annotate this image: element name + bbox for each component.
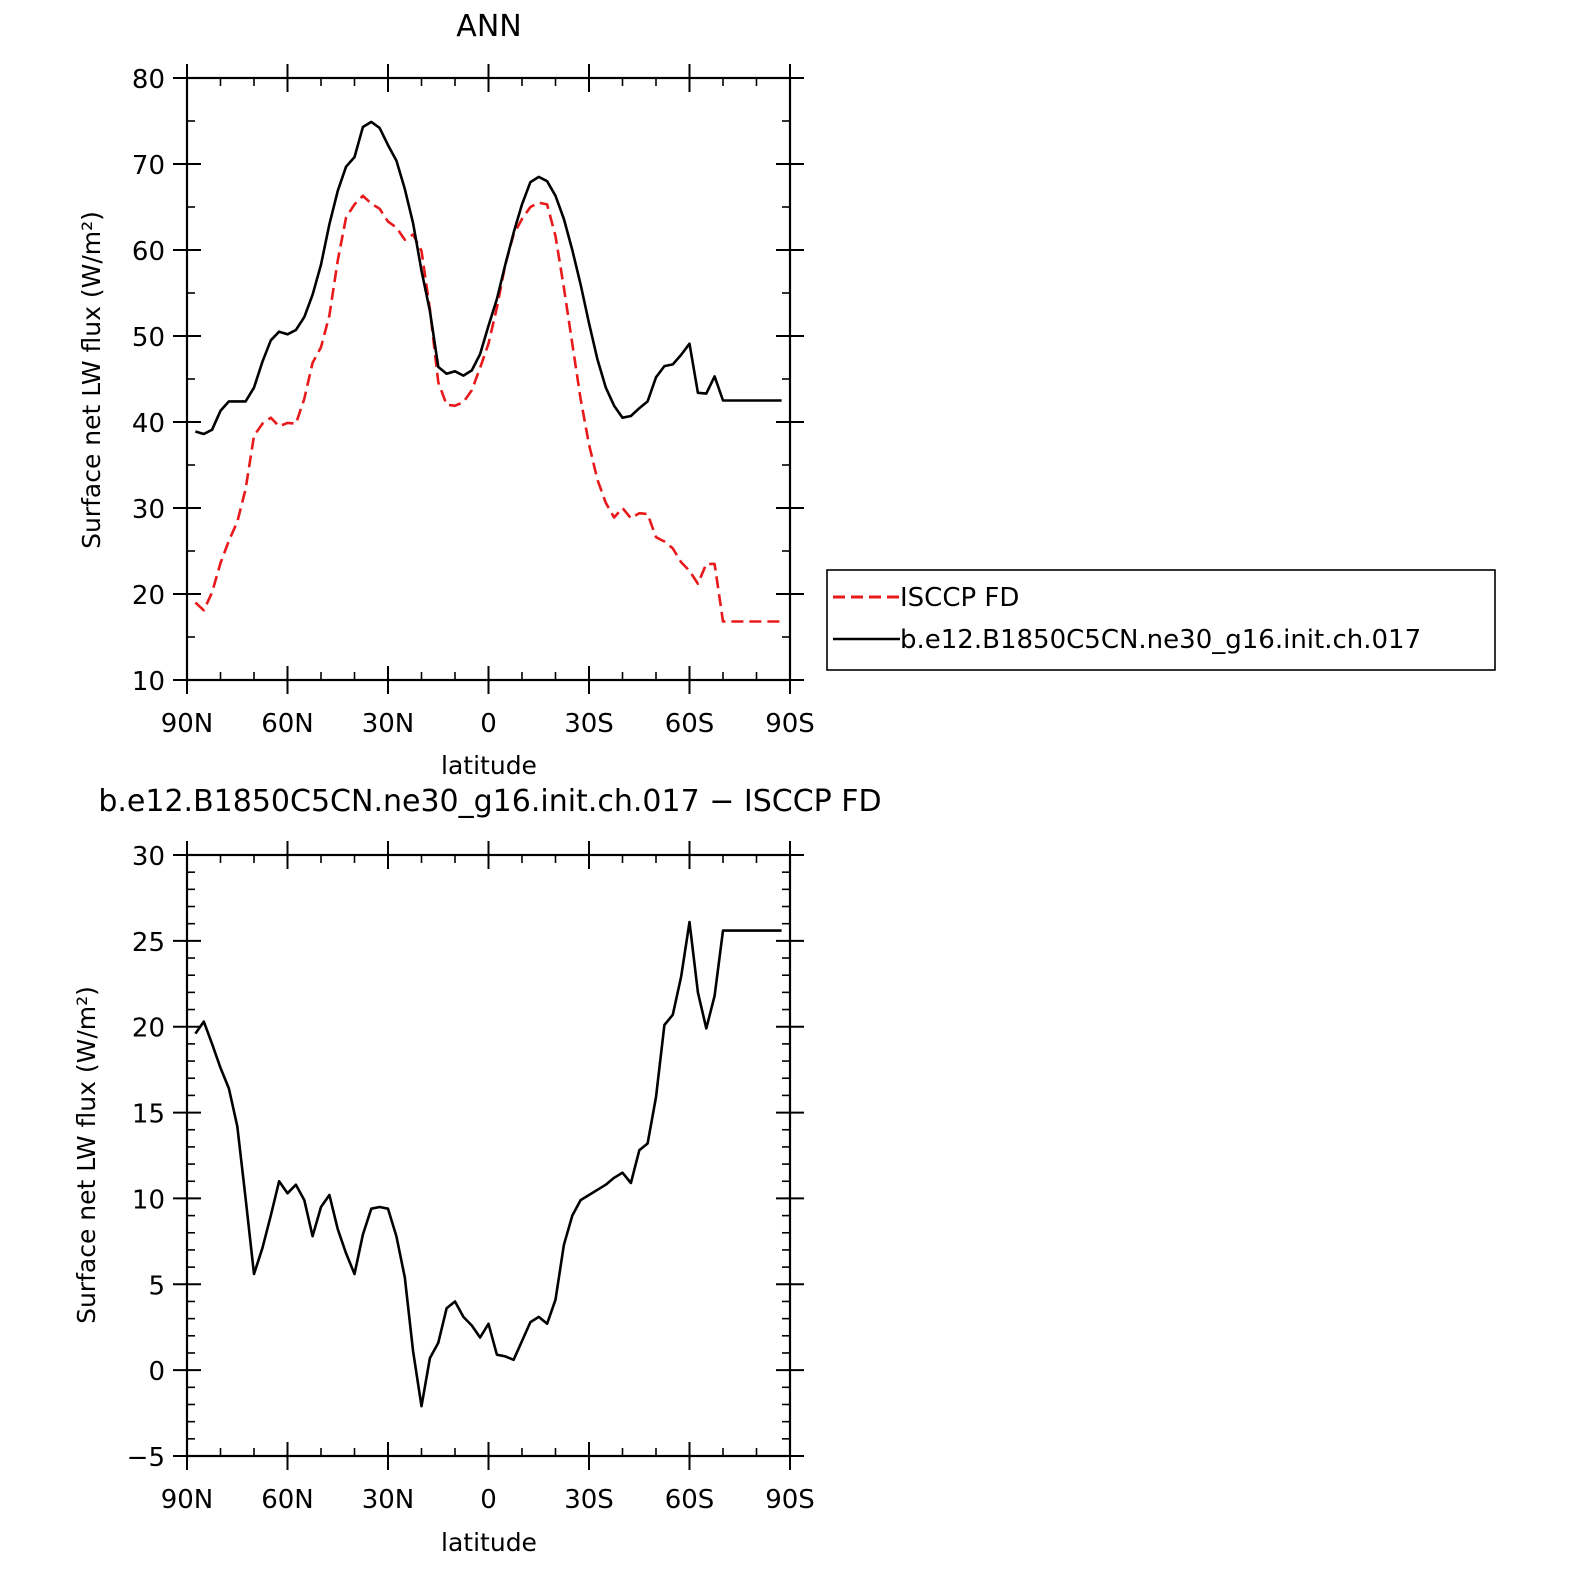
x-axis-ticks: 90N 60N 30N 0 30S 60S 90S	[161, 841, 815, 1515]
y-axis-label: Surface net LW flux (W/m²)	[77, 211, 106, 549]
x-tick-label: 30N	[362, 709, 415, 739]
y-tick-label: 15	[132, 1100, 165, 1130]
y-axis-ticks: 30 25 20 15 10 5 0 −5	[127, 842, 804, 1473]
y-tick-label: 80	[132, 65, 165, 95]
legend-label-isccp-fd: ISCCP FD	[900, 583, 1019, 613]
y-tick-label: 10	[132, 1185, 165, 1215]
legend: ISCCP FD b.e12.B1850C5CN.ne30_g16.init.c…	[826, 569, 1496, 671]
y-axis-ticks: 80 70 60 50 40 30 20 10	[132, 65, 804, 697]
x-axis-ticks: 90N 60N 30N 0 30S 60S 90S	[161, 64, 815, 739]
y-axis-label: Surface net LW flux (W/m²)	[72, 986, 101, 1324]
y-tick-label: 10	[132, 667, 165, 697]
legend-label-model: b.e12.B1850C5CN.ne30_g16.init.ch.017	[900, 625, 1421, 655]
plot-frame	[185, 76, 792, 682]
y-tick-label: 20	[132, 1014, 165, 1044]
y-tick-label: 25	[132, 928, 165, 958]
series-line-isccp-fd	[194, 194, 782, 623]
x-tick-label: 0	[480, 709, 497, 739]
x-tick-label: 90S	[765, 1485, 815, 1515]
x-tick-label: 30S	[564, 1485, 614, 1515]
x-tick-label: 30S	[564, 709, 614, 739]
y-tick-label: 30	[132, 842, 165, 872]
y-tick-label: 50	[132, 323, 165, 353]
panel-top: ANN 80 70 60 50 40 30 20 10 90N 60N 30N 0 30S 60S 90S…	[77, 9, 1496, 780]
x-tick-label: 60S	[665, 1485, 715, 1515]
panel-bottom: b.e12.B1850C5CN.ne30_g16.init.ch.017 − I…	[72, 784, 882, 1557]
x-axis-label: latitude	[441, 751, 537, 780]
y-tick-label: 20	[132, 581, 165, 611]
y-tick-label: 0	[148, 1357, 165, 1387]
x-tick-label: 60S	[665, 709, 715, 739]
x-tick-label: 30N	[362, 1485, 415, 1515]
x-tick-label: 0	[480, 1485, 497, 1515]
legend-box	[826, 569, 1496, 671]
x-tick-label: 90N	[161, 1485, 214, 1515]
y-tick-label: 30	[132, 495, 165, 525]
y-tick-label: 70	[132, 151, 165, 181]
plot-frame	[185, 853, 792, 1458]
series-line-model	[195, 120, 782, 436]
chart-title: ANN	[456, 9, 521, 44]
series-layer	[194, 920, 782, 1408]
x-tick-label: 60N	[261, 709, 314, 739]
series-line-difference	[194, 920, 782, 1408]
series-layer	[194, 120, 782, 623]
x-axis-label: latitude	[441, 1528, 537, 1557]
x-tick-label: 90S	[765, 709, 815, 739]
x-tick-label: 90N	[161, 709, 214, 739]
y-tick-label: 60	[132, 237, 165, 267]
chart-title: b.e12.B1850C5CN.ne30_g16.init.ch.017 − I…	[98, 784, 881, 819]
y-tick-label: 5	[148, 1271, 165, 1301]
x-tick-label: 60N	[261, 1485, 314, 1515]
y-tick-label: 40	[132, 409, 165, 439]
y-tick-label: −5	[127, 1443, 165, 1473]
